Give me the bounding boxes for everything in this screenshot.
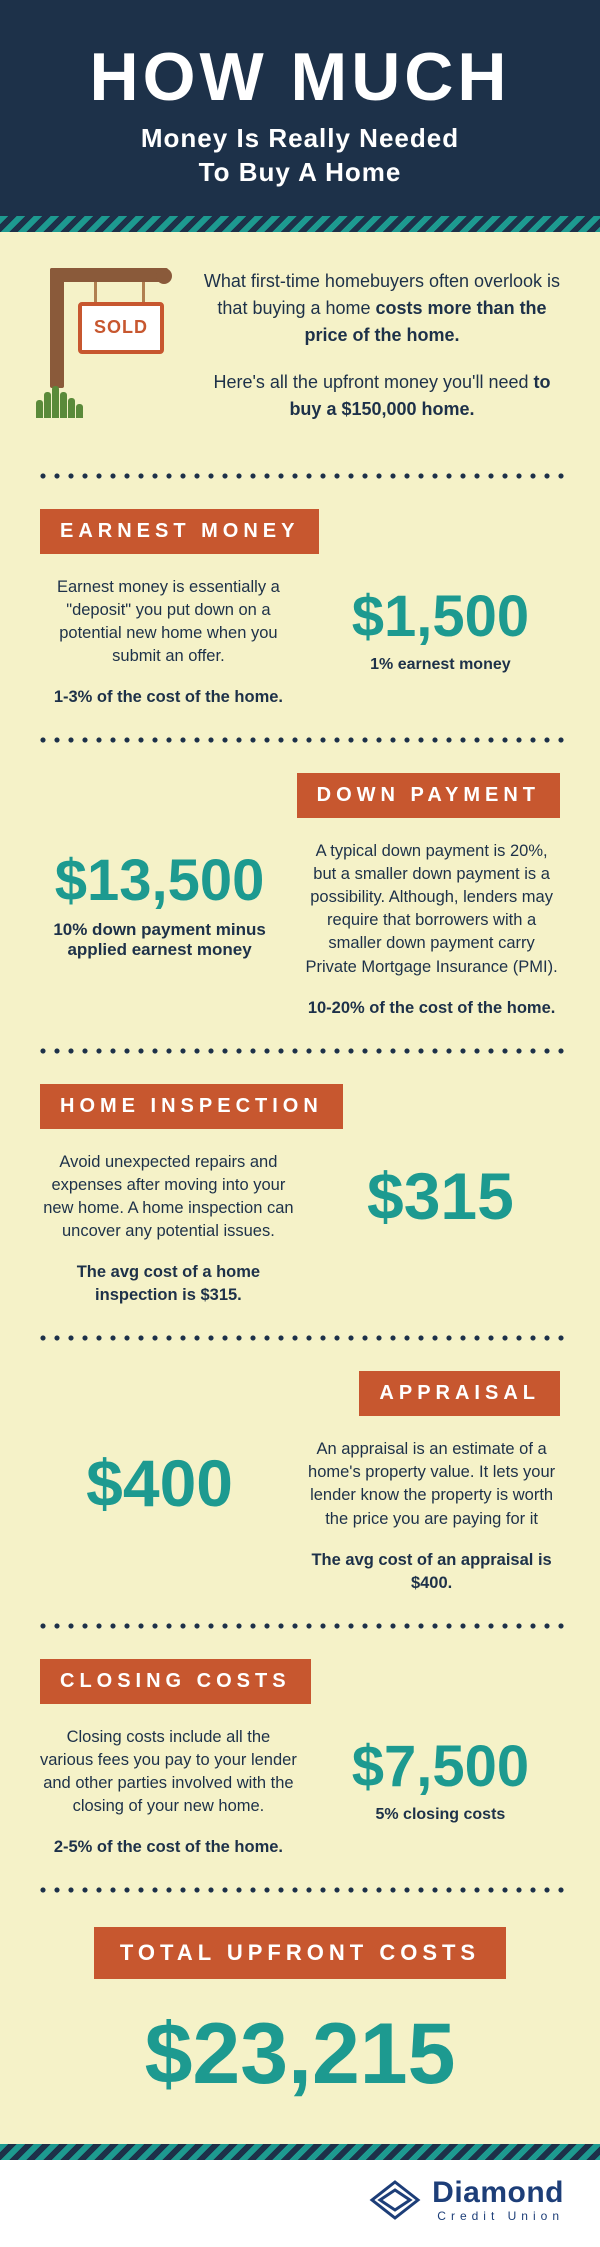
intro-text: What first-time homebuyers often overloo… [200,268,564,443]
desc-closing: Closing costs include all the various fe… [40,1726,297,1859]
amount-appraisal: $400 [40,1450,279,1516]
amount-sub-down: 10% down payment minus applied earnest m… [40,920,279,960]
amount-total: $23,215 [40,2005,560,2104]
section-inspection: HOME INSPECTION Avoid unexpected repairs… [0,1074,600,1336]
badge-total: TOTAL UPFRONT COSTS [94,1927,506,1979]
badge-earnest: EARNEST MONEY [40,509,319,554]
dot-divider [36,1048,564,1054]
dot-divider [36,737,564,743]
subtitle: Money Is Really Needed To Buy A Home [20,122,580,190]
section-appraisal: APPRAISAL $400 An appraisal is an estima… [0,1361,600,1623]
desc-earnest: Earnest money is essentially a "deposit"… [40,576,297,709]
amount-sub-earnest: 1% earnest money [321,656,560,674]
stripe-divider [0,216,600,232]
intro-section: SOLD What first-time homebuyers often ov… [0,232,600,473]
diamond-icon [368,2180,422,2220]
amount-closing: $7,500 [321,1738,560,1796]
dot-divider [36,1335,564,1341]
amount-down: $13,500 [40,852,279,910]
header: HOW MUCH Money Is Really Needed To Buy A… [0,0,600,216]
amount-sub-closing: 5% closing costs [321,1806,560,1824]
brand-name: Diamond [432,2176,564,2209]
sold-label: SOLD [78,302,164,354]
amount-inspection: $315 [321,1163,560,1229]
desc-appraisal: An appraisal is an estimate of a home's … [303,1438,560,1595]
desc-inspection: Avoid unexpected repairs and expenses af… [40,1151,297,1308]
dot-divider [36,1887,564,1893]
amount-earnest: $1,500 [321,588,560,646]
brand-tagline: Credit Union [432,2210,564,2222]
footer: Diamond Credit Union [0,2160,600,2247]
section-total: TOTAL UPFRONT COSTS $23,215 [0,1913,600,2144]
title: HOW MUCH [20,38,580,116]
badge-inspection: HOME INSPECTION [40,1084,343,1129]
section-earnest: EARNEST MONEY Earnest money is essential… [0,499,600,737]
brand-logo: Diamond Credit Union [368,2178,564,2222]
badge-appraisal: APPRAISAL [359,1371,560,1416]
badge-closing: CLOSING COSTS [40,1659,311,1704]
dot-divider [36,1623,564,1629]
section-closing: CLOSING COSTS Closing costs include all … [0,1649,600,1887]
desc-down: A typical down payment is 20%, but a sma… [303,840,560,1020]
section-down: DOWN PAYMENT $13,500 10% down payment mi… [0,763,600,1048]
stripe-divider [0,2144,600,2160]
sold-sign-graphic: SOLD [36,268,176,418]
badge-down: DOWN PAYMENT [297,773,560,818]
dot-divider [36,473,564,479]
